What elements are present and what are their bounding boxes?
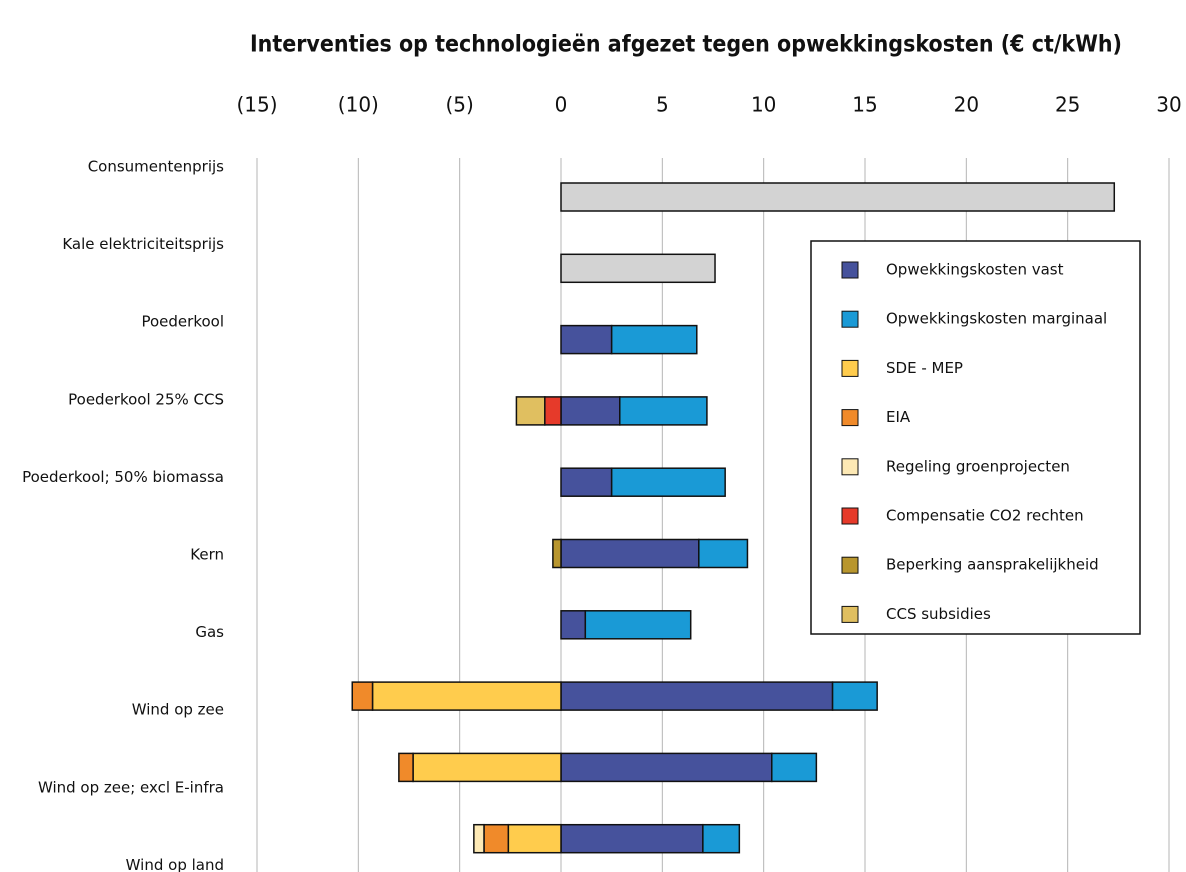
bar-segment bbox=[398, 752, 414, 783]
bar-segment bbox=[560, 752, 773, 783]
bar-segment bbox=[698, 538, 749, 569]
bar-segment bbox=[560, 538, 700, 569]
x-tick-label: 20 bbox=[954, 93, 979, 117]
bar-segment bbox=[560, 681, 834, 711]
bar-segment bbox=[560, 467, 613, 497]
bar-segment bbox=[544, 396, 562, 426]
legend-swatch bbox=[841, 310, 859, 328]
x-tick-label: 5 bbox=[656, 93, 669, 117]
bar-segment bbox=[371, 681, 562, 711]
bar-segment bbox=[619, 396, 708, 426]
legend-label: Opwekkingskosten vast bbox=[886, 261, 1064, 279]
category-label: Kern bbox=[190, 546, 224, 564]
bar-segment bbox=[560, 823, 704, 854]
legend-swatch bbox=[841, 556, 859, 574]
bars: Consumentenprijs Kale elektriciteitsprijs… bbox=[22, 158, 1116, 872]
category-label: Wind op zee; excl E-infra bbox=[38, 778, 224, 796]
bar-segment bbox=[560, 396, 621, 426]
category-label: Wind op zee bbox=[132, 701, 224, 719]
legend-swatch bbox=[841, 261, 859, 279]
legend-label: EIA bbox=[886, 408, 911, 426]
chart-title: Interventies op technologieën afgezet te… bbox=[250, 32, 1122, 58]
x-tick-label: 0 bbox=[555, 93, 568, 117]
category-label: Wind op land bbox=[126, 856, 224, 872]
bar-segment bbox=[702, 823, 741, 854]
legend-swatch bbox=[841, 359, 859, 377]
bar-segment bbox=[507, 823, 562, 854]
legend-swatch bbox=[841, 409, 859, 427]
category-label: Poederkool 25% CCS bbox=[68, 390, 224, 408]
bar-segment bbox=[560, 324, 613, 355]
legend-box bbox=[810, 240, 1141, 635]
x-tick-label: (15) bbox=[236, 93, 277, 117]
legend-swatch bbox=[841, 507, 859, 525]
legend-label: Regeling groenprojecten bbox=[886, 457, 1070, 475]
bar-segment bbox=[584, 610, 692, 640]
bar-segment bbox=[552, 538, 562, 569]
bar-segment bbox=[515, 396, 546, 426]
x-tick-label: 30 bbox=[1156, 93, 1181, 117]
legend-swatch bbox=[841, 458, 859, 476]
x-tick-label: 10 bbox=[751, 93, 776, 117]
category-label: Consumentenprijs bbox=[88, 158, 224, 176]
legend-label: Compensatie CO2 rechten bbox=[886, 507, 1084, 525]
legend-label: Opwekkingskosten marginaal bbox=[886, 310, 1107, 328]
bar-segment bbox=[610, 324, 698, 355]
category-label: Kale elektriciteitsprijs bbox=[62, 235, 224, 253]
legend-swatch bbox=[841, 605, 859, 623]
bar-segment bbox=[483, 823, 510, 854]
x-tick-label: (10) bbox=[338, 93, 379, 117]
legend-label: Beperking aansprakelijkheid bbox=[886, 556, 1099, 574]
bar-segment bbox=[473, 823, 485, 854]
bar-segment bbox=[771, 752, 818, 783]
bar-segment bbox=[412, 752, 562, 783]
bar-segment bbox=[610, 467, 726, 497]
category-label: Gas bbox=[195, 623, 224, 641]
x-tick-label: 25 bbox=[1055, 93, 1080, 117]
x-tick-label: 15 bbox=[852, 93, 877, 117]
category-label: Poederkool; 50% biomassa bbox=[22, 468, 224, 486]
bar-segment bbox=[351, 681, 374, 711]
legend-label: CCS subsidies bbox=[886, 605, 991, 623]
bar bbox=[560, 253, 716, 284]
legend-label: SDE - MEP bbox=[886, 359, 963, 377]
bar-segment bbox=[831, 681, 878, 711]
legend: Opwekkingskosten vast Opwekkingskosten ma… bbox=[810, 240, 1141, 635]
x-tick-label: (5) bbox=[445, 93, 473, 117]
category-label: Poederkool bbox=[141, 313, 224, 331]
bar-segment bbox=[560, 610, 587, 640]
bar bbox=[560, 182, 1116, 212]
